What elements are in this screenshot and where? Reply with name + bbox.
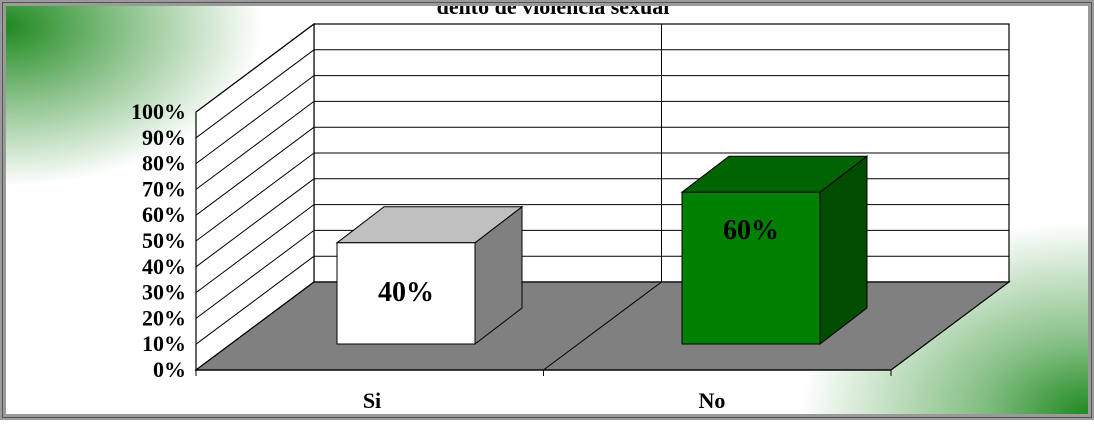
x-tick-label: No — [699, 388, 726, 413]
bar-no: 60% — [680, 155, 869, 346]
gridline-side — [195, 23, 315, 113]
bar-chart-3d: delito de violencia sexual 0%10%20%30%40… — [131, 6, 1011, 413]
y-tick-label: 80% — [142, 151, 186, 176]
gridline-side — [195, 255, 315, 345]
y-tick-label: 70% — [142, 176, 186, 201]
y-axis: 0%10%20%30%40%50%60%70%80%90%100% — [131, 99, 186, 382]
bar-front — [336, 242, 476, 345]
data-label: 40% — [378, 277, 434, 308]
y-tick-label: 20% — [142, 305, 186, 330]
gridline-side — [195, 49, 315, 139]
data-label: 60% — [723, 215, 779, 246]
y-tick-label: 50% — [142, 228, 186, 253]
gridline-side — [195, 178, 315, 268]
gridline-side — [195, 152, 315, 242]
y-tick-label: 10% — [142, 331, 186, 356]
gridline-side — [195, 229, 315, 319]
gridline-side — [195, 126, 315, 216]
chart-floor — [194, 281, 1011, 376]
gridline-side — [195, 75, 315, 165]
y-tick-label: 100% — [131, 99, 186, 124]
gridline-side — [195, 100, 315, 190]
chart-title: delito de violencia sexual — [437, 6, 670, 19]
y-tick-label: 30% — [142, 280, 186, 305]
bar-si: 40% — [335, 205, 524, 346]
bars-group: 40% 60% — [335, 155, 869, 346]
x-tick-label: Si — [363, 388, 381, 413]
y-tick-label: 40% — [142, 254, 186, 279]
y-tick-label: 0% — [153, 357, 186, 382]
y-tick-label: 60% — [142, 202, 186, 227]
gridline-side — [195, 204, 315, 294]
y-tick-label: 90% — [142, 125, 186, 150]
x-axis-labels: Si No — [363, 388, 726, 413]
floor-divider — [543, 281, 662, 371]
bar-front — [681, 191, 821, 345]
